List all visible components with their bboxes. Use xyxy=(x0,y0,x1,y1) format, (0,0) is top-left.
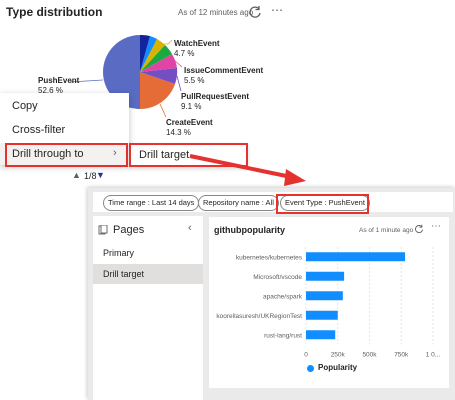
leader-line xyxy=(173,59,183,68)
slice-label: CreateEvent xyxy=(166,118,213,127)
page-item-label: Primary xyxy=(103,248,134,258)
x-tick-label: 250k xyxy=(331,352,346,359)
y-category-label: rust-lang/rust xyxy=(264,332,302,339)
x-tick-label: 1 0... xyxy=(426,352,441,359)
pie-slice-pushevent-2[interactable] xyxy=(136,72,140,109)
bar-chart: 0 250k 500k 750k 1 0... kubernetes/kubernetes… xyxy=(216,247,441,359)
pie-slice-other-b[interactable] xyxy=(140,36,157,72)
collapse-pane-icon[interactable]: ‹ xyxy=(188,222,192,234)
chevron-right-icon: › xyxy=(113,147,117,159)
slice-percent: 9.1 % xyxy=(181,102,202,111)
slice-percent: 5.5 % xyxy=(184,76,205,85)
pager-down-icon[interactable]: ▼ xyxy=(96,170,105,180)
slice-label: IssueCommentEvent xyxy=(184,66,264,75)
refresh-icon[interactable] xyxy=(414,224,424,234)
page-item-primary[interactable]: Primary xyxy=(93,243,203,263)
pages-pane: Pages ‹ Primary Drill target xyxy=(93,216,203,400)
page-item-drill-target[interactable]: Drill target xyxy=(93,264,203,284)
pie-slice-createevent[interactable] xyxy=(140,72,175,109)
page-item-label: Drill target xyxy=(103,269,145,279)
menu-item-label: Drill through to xyxy=(12,148,84,160)
menu-item-cross-filter[interactable]: Cross-filter xyxy=(0,119,129,141)
bar[interactable] xyxy=(306,271,345,281)
bar[interactable] xyxy=(306,330,336,340)
pie-slice-other-a[interactable] xyxy=(140,45,172,72)
menu-item-label: Cross-filter xyxy=(12,124,66,136)
x-tick-label: 750k xyxy=(394,352,409,359)
submenu-item-label: Drill target xyxy=(139,149,190,161)
slice-percent: 14.3 % xyxy=(166,128,191,137)
leader-line xyxy=(69,79,104,83)
bar[interactable] xyxy=(306,252,406,262)
highlight-outline xyxy=(5,143,128,167)
refresh-icon[interactable] xyxy=(248,5,262,19)
slice-label: PullRequestEvent xyxy=(181,92,250,101)
legend-marker xyxy=(307,365,314,372)
pie-chart xyxy=(69,34,183,118)
pie-slice-issuecomment[interactable] xyxy=(140,54,177,72)
menu-item-label: Copy xyxy=(12,100,38,112)
pages-title: Pages xyxy=(113,224,145,236)
filter-pill-repository[interactable]: Repository name : All xyxy=(198,195,279,211)
slice-percent: 4.7 % xyxy=(174,49,195,58)
leader-line xyxy=(176,75,182,92)
pie-slice-other-c[interactable] xyxy=(140,34,150,72)
visual-title: Type distribution xyxy=(6,5,103,19)
leader-line xyxy=(160,39,173,45)
filter-bar: Time range : Last 14 days Repository nam… xyxy=(93,192,453,212)
highlight-outline xyxy=(276,194,369,214)
y-category-label: koorellasuresh/UKRegionTest xyxy=(216,313,302,320)
pie-slice-pushevent[interactable] xyxy=(103,35,140,109)
bar[interactable] xyxy=(306,310,338,320)
more-options-icon[interactable]: ⋯ xyxy=(431,221,441,232)
x-tick-label: 0 xyxy=(304,352,308,359)
filter-pill-time-range[interactable]: Time range : Last 14 days xyxy=(103,195,200,211)
slice-label: PushEvent xyxy=(38,76,80,85)
legend-label[interactable]: Popularity xyxy=(318,363,358,372)
x-tick-label: 500k xyxy=(362,352,377,359)
leader-line xyxy=(159,103,167,118)
bar[interactable] xyxy=(306,291,343,301)
menu-item-copy[interactable]: Copy xyxy=(0,95,129,117)
context-menu: Copy Cross-filter Drill through to › xyxy=(0,93,129,165)
pages-icon xyxy=(98,225,108,235)
slice-percent: 52.6 % xyxy=(38,86,63,95)
pie-slice-watchevent[interactable] xyxy=(140,39,165,72)
chart-title: githubpopularity xyxy=(214,225,285,235)
pager-label: 1/8 xyxy=(84,171,97,181)
pager-up-icon[interactable]: ▲ xyxy=(72,170,81,180)
githubpopularity-card: githubpopularity As of 1 minute ago ⋯ 0 2… xyxy=(209,217,449,388)
y-category-label: Microsoft/vscode xyxy=(253,274,302,281)
chart-timestamp: As of 1 minute ago xyxy=(359,227,414,234)
pie-slice-pullrequestevent[interactable] xyxy=(140,68,178,84)
more-options-icon[interactable]: ⋯ xyxy=(271,3,284,17)
y-category-label: apache/spark xyxy=(263,293,303,300)
y-category-label: kubernetes/kubernetes xyxy=(236,254,303,261)
visual-timestamp: As of 12 minutes ago xyxy=(178,8,254,17)
menu-item-drill-through[interactable]: Drill through to › xyxy=(0,143,129,165)
slice-label: WatchEvent xyxy=(174,39,220,48)
